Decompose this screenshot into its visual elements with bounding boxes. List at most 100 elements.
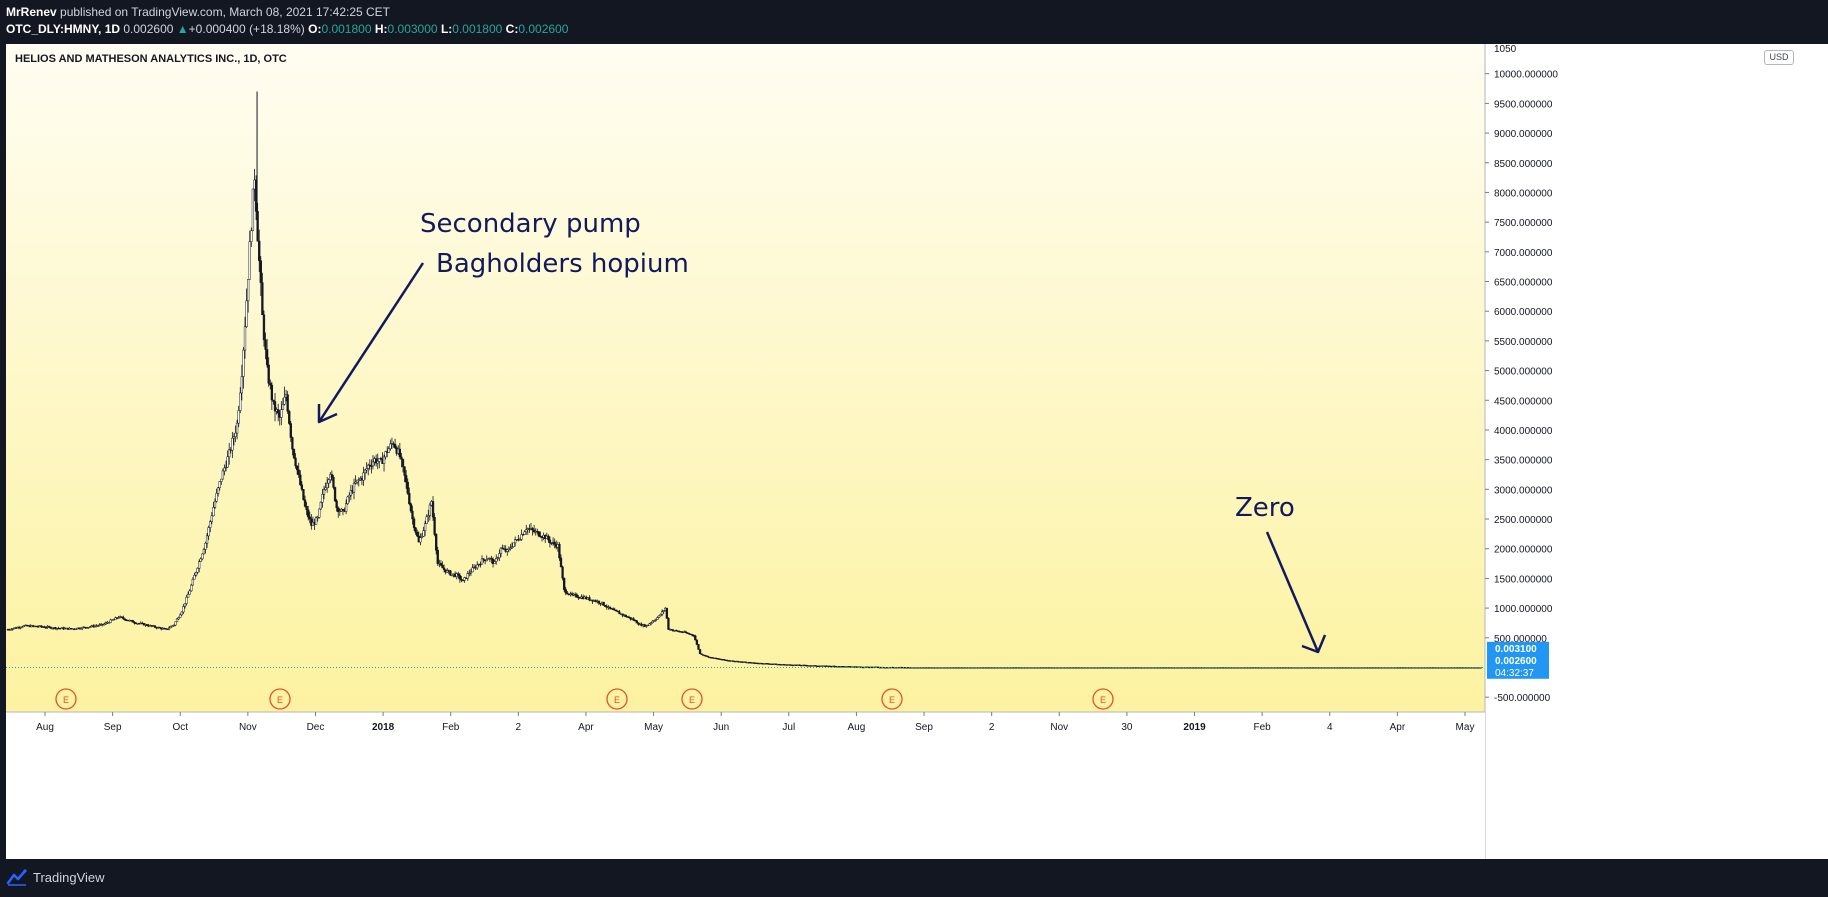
candle-body	[376, 461, 379, 464]
candle	[180, 611, 183, 616]
candle	[667, 617, 670, 630]
open-value: 0.001800	[321, 22, 372, 36]
candle	[316, 515, 319, 522]
price-tick-label: 500.000000	[1494, 634, 1547, 645]
candle	[205, 533, 209, 548]
candle-body	[186, 593, 190, 598]
earnings-marker[interactable]: E	[1092, 688, 1114, 710]
earnings-marker[interactable]: E	[881, 688, 903, 710]
candle-body	[422, 530, 425, 537]
price-chart[interactable]: 10000.000000 9500.000000 9000.000000 8500.0…	[6, 44, 1828, 859]
candle	[191, 577, 195, 586]
candle-body	[371, 461, 375, 467]
candle-body	[401, 459, 405, 468]
candle-body	[11, 628, 14, 630]
candle-body	[548, 539, 552, 544]
candle	[226, 450, 229, 468]
candle-body	[525, 529, 528, 533]
candle-body	[210, 515, 213, 522]
candle	[629, 617, 632, 621]
earnings-marker-label: E	[614, 695, 620, 705]
candle	[694, 634, 697, 641]
candle	[363, 468, 367, 480]
candle-body	[199, 558, 202, 562]
candle-body	[332, 477, 335, 488]
author-name[interactable]: MrRenev	[6, 5, 57, 19]
candle	[281, 398, 285, 411]
price-tick-label: 7500.000000	[1494, 218, 1553, 229]
tradingview-logo-icon[interactable]	[6, 868, 28, 886]
time-tick-label: May	[644, 722, 663, 733]
candle-body	[461, 579, 465, 582]
current-price-label[interactable]	[1487, 641, 1549, 679]
candle	[344, 499, 348, 515]
candle-body	[604, 605, 607, 607]
earnings-marker[interactable]: E	[606, 688, 628, 710]
candle	[239, 387, 242, 414]
candle	[684, 630, 687, 634]
candle-body	[89, 626, 92, 628]
candle-body	[559, 557, 563, 568]
time-tick-label: 30	[1121, 722, 1133, 733]
price-tick-label: 1000.000000	[1494, 604, 1553, 615]
candle-body	[427, 515, 430, 518]
candle	[326, 477, 329, 493]
close-value: 0.002600	[518, 22, 569, 36]
price-tick-label: 8500.000000	[1494, 159, 1553, 170]
candle	[400, 452, 403, 468]
candle-body	[553, 541, 556, 545]
time-axis-background	[6, 712, 1485, 859]
candle-body	[700, 653, 703, 655]
price-change: +0.000400 (+18.18%)	[188, 22, 305, 36]
candle-body	[171, 625, 174, 627]
tradingview-brand[interactable]: TradingView	[33, 870, 105, 885]
candle	[112, 618, 116, 621]
candle	[564, 587, 567, 596]
candle	[461, 579, 465, 582]
earnings-marker[interactable]: E	[55, 688, 77, 710]
candle	[215, 488, 218, 503]
earnings-marker[interactable]: E	[681, 688, 703, 710]
candle-body	[400, 456, 403, 460]
candle	[637, 622, 640, 626]
candle	[179, 613, 182, 618]
candle-body	[107, 622, 111, 624]
candle	[242, 346, 245, 389]
candle	[122, 615, 125, 620]
currency-badge[interactable]: USD	[1764, 50, 1794, 65]
price-tick-label: -500.000000	[1494, 693, 1551, 704]
candle-body	[133, 622, 136, 624]
candle	[194, 571, 198, 577]
candle-body	[96, 625, 100, 627]
candle-body	[172, 624, 176, 627]
price-tick-label: 6000.000000	[1494, 307, 1553, 318]
candle	[346, 495, 349, 505]
candle-body	[653, 620, 656, 622]
symbol-name[interactable]: OTC_DLY:HMNY	[6, 22, 99, 36]
chart-area[interactable]: 10000.000000 9500.000000 9000.000000 8500.0…	[6, 44, 1828, 859]
candle-body	[190, 584, 193, 592]
close-label: C:	[505, 22, 519, 36]
candle-body	[490, 558, 493, 560]
candle	[338, 508, 341, 516]
timeframe[interactable]: 1D	[104, 22, 121, 36]
candle-body	[103, 623, 106, 626]
candle-body	[468, 572, 471, 575]
candle-body	[294, 457, 297, 467]
candle-body	[382, 456, 386, 464]
candle-body	[251, 188, 255, 231]
candle-body	[169, 626, 172, 629]
candle-body	[409, 503, 413, 512]
time-tick-label: Jul	[782, 722, 795, 733]
candle-body	[213, 500, 217, 508]
candle-body	[435, 534, 438, 551]
candle-body	[539, 535, 542, 538]
candle-body	[368, 464, 371, 467]
earnings-marker[interactable]: E	[269, 688, 291, 710]
time-axis[interactable]: Aug Sep Oct Nov Dec 2018 Feb 2 Apr May Jun Jul Aug Se…	[6, 711, 1485, 859]
price-axis[interactable]: 10000.000000 9500.000000 9000.000000 8500.0…	[1484, 44, 1828, 859]
candle	[44, 626, 48, 629]
candle-body	[234, 432, 237, 437]
candle	[414, 526, 417, 535]
candle-body	[49, 626, 52, 629]
